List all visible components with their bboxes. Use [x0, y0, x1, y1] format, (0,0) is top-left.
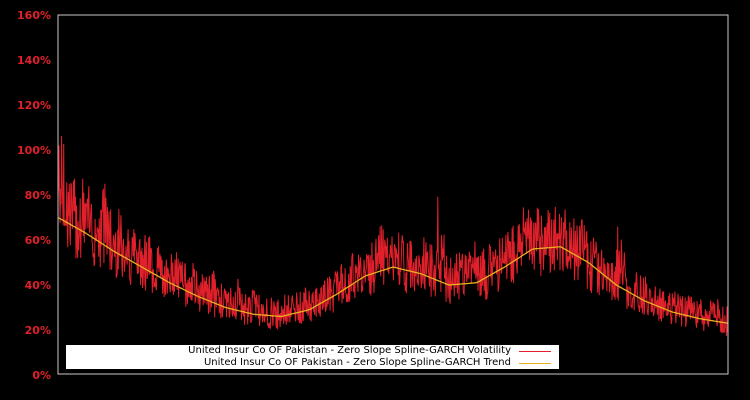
y-tick-label: 120%	[17, 99, 51, 112]
legend-item-trend: United Insur Co OF Pakistan - Zero Slope…	[204, 357, 551, 369]
y-tick-label: 20%	[25, 324, 51, 337]
plot-area	[57, 135, 729, 337]
y-tick-label: 140%	[17, 54, 51, 67]
legend-label-volatility: United Insur Co OF Pakistan - Zero Slope…	[188, 345, 511, 356]
legend-swatch-volatility	[519, 350, 551, 352]
plot-frame	[57, 14, 729, 375]
legend-label-trend: United Insur Co OF Pakistan - Zero Slope…	[203, 357, 511, 368]
y-tick-label: 80%	[25, 189, 51, 202]
volatility-line	[57, 135, 729, 337]
y-tick-label: 100%	[17, 144, 51, 157]
legend-item-volatility: United Insur Co OF Pakistan - Zero Slope…	[188, 345, 551, 357]
y-tick-label: 160%	[17, 9, 51, 22]
legend-swatch-trend	[519, 362, 551, 364]
y-axis-ticks: 0% 20% 40% 60% 80% 100% 120% 140% 160%	[17, 9, 51, 382]
trend-line	[57, 216, 729, 324]
y-tick-label: 60%	[25, 234, 51, 247]
y-tick-label: 0%	[32, 369, 51, 382]
y-tick-label: 40%	[25, 279, 51, 292]
legend: United Insur Co OF Pakistan - Zero Slope…	[66, 345, 559, 369]
